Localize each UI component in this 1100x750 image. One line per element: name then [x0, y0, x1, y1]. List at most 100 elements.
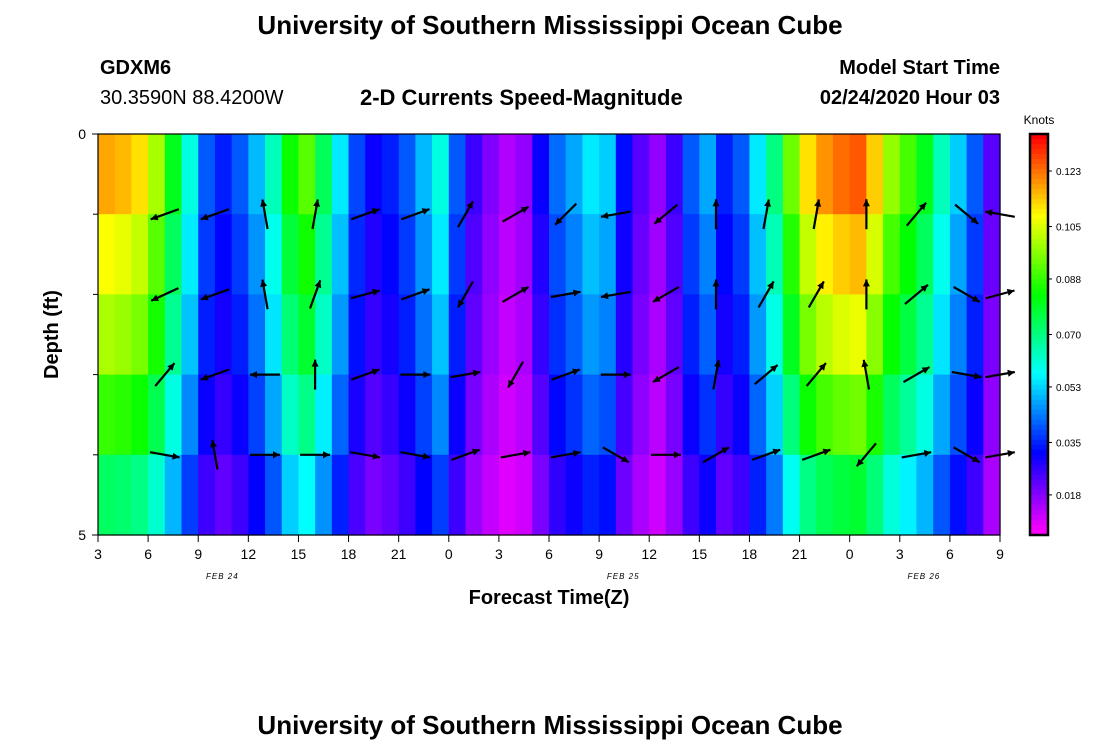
y-axis-label: Depth (ft)	[41, 290, 63, 379]
heatmap-cell	[331, 374, 350, 456]
colorbar-segment	[1030, 219, 1048, 225]
colorbar-segment	[1030, 294, 1048, 301]
colorbar-segment	[1030, 474, 1048, 481]
heatmap-cell	[315, 214, 333, 295]
heatmap-cell	[298, 134, 316, 215]
heatmap-cell	[782, 214, 801, 295]
colorbar-segment	[1030, 269, 1048, 275]
heatmap-cell	[164, 214, 183, 295]
heatmap-cell	[281, 374, 300, 456]
heatmap-cell	[599, 374, 617, 456]
current-arrow	[250, 451, 280, 459]
heatmap-cell	[298, 454, 316, 536]
heatmap-cell	[432, 134, 450, 215]
current-arrow	[200, 288, 230, 301]
heatmap-cell	[716, 454, 734, 536]
heatmap-cell	[532, 214, 550, 295]
heatmap-cell	[381, 374, 400, 456]
heatmap-cell	[164, 134, 183, 215]
heatmap-cell	[665, 294, 684, 376]
current-arrow	[712, 359, 721, 390]
heatmap-cell	[966, 294, 984, 376]
heatmap-cell	[799, 454, 817, 536]
current-arrow	[500, 450, 531, 459]
heatmap-cell	[599, 214, 617, 295]
heatmap-cell	[365, 134, 383, 215]
heatmap-cell	[348, 374, 366, 456]
x-tick-label: 21	[792, 546, 808, 562]
colorbar-segment	[1030, 349, 1048, 356]
heatmap-cell	[799, 134, 817, 215]
colorbar-segment	[1030, 369, 1048, 376]
heatmap-cell	[849, 454, 867, 536]
current-arrow	[951, 370, 982, 380]
heatmap-cell	[265, 214, 283, 295]
colorbar-segment	[1030, 464, 1048, 471]
heatmap-cell	[782, 374, 801, 456]
heatmap-cell	[498, 214, 517, 295]
x-tick-label: 0	[846, 546, 854, 562]
current-arrow	[400, 288, 430, 301]
heatmap-cell	[114, 374, 132, 456]
heatmap-cell	[398, 374, 416, 456]
heatmap-cell	[832, 454, 851, 536]
heatmap-cell	[214, 454, 233, 536]
heatmap-cell	[98, 374, 116, 456]
current-arrow	[200, 368, 230, 381]
heatmap-cell	[432, 454, 450, 536]
heatmap-cell	[816, 214, 834, 295]
heatmap-cell	[649, 134, 667, 215]
current-arrow	[502, 205, 530, 223]
heatmap-cell	[949, 214, 968, 295]
heatmap-cell	[649, 294, 667, 376]
colorbar-segment	[1030, 524, 1048, 531]
heatmap-cell	[265, 134, 283, 215]
current-arrow	[600, 210, 631, 219]
heatmap-cell	[448, 374, 467, 456]
heatmap-cell	[615, 454, 634, 536]
heatmap-cell	[632, 374, 650, 456]
x-tick-label: 18	[341, 546, 357, 562]
heatmap-cell	[582, 214, 600, 295]
colorbar-segment	[1030, 419, 1048, 426]
heatmap-cell	[315, 294, 333, 376]
heatmap-cell	[331, 134, 350, 215]
current-arrow	[753, 364, 779, 386]
heatmap-cell	[381, 134, 400, 215]
heatmap-cell	[248, 374, 266, 456]
heatmap-cell	[482, 294, 500, 376]
heatmap-cell	[565, 454, 583, 536]
colorbar-segment	[1030, 319, 1048, 326]
colorbar-tick-label: 0.035	[1056, 438, 1081, 449]
model-start-label: Model Start Time	[839, 57, 1000, 79]
heatmap-cell	[766, 214, 784, 295]
heatmap-cell	[682, 294, 700, 376]
colorbar-segment	[1030, 189, 1048, 195]
heatmap-cell	[549, 134, 567, 215]
heatmap-cell	[983, 134, 1001, 215]
heatmap-cell	[716, 374, 734, 456]
current-arrow	[712, 279, 720, 310]
y-tick-label: 5	[78, 527, 86, 543]
colorbar-segment	[1030, 529, 1048, 536]
current-arrow	[751, 448, 781, 461]
colorbar-segment	[1030, 254, 1048, 260]
heatmap-cell	[699, 214, 717, 295]
date-label: FEB 25	[607, 572, 640, 581]
colorbar-segment	[1030, 484, 1048, 491]
heatmap-cell	[983, 214, 1001, 295]
current-arrow	[457, 200, 474, 228]
current-arrow	[602, 446, 630, 464]
colorbar-segment	[1030, 304, 1048, 311]
heatmap-cell	[732, 294, 751, 376]
heatmap-cell	[766, 454, 784, 536]
heatmap-cell	[632, 134, 650, 215]
colorbar-segment	[1030, 179, 1048, 185]
heatmap-cell	[883, 374, 901, 456]
heatmap-cell	[248, 214, 266, 295]
heatmap-cell	[582, 374, 600, 456]
heatmap-cell	[832, 294, 851, 376]
heatmap-cell	[665, 214, 684, 295]
heatmap-cell	[615, 214, 634, 295]
colorbar-segment	[1030, 144, 1048, 150]
